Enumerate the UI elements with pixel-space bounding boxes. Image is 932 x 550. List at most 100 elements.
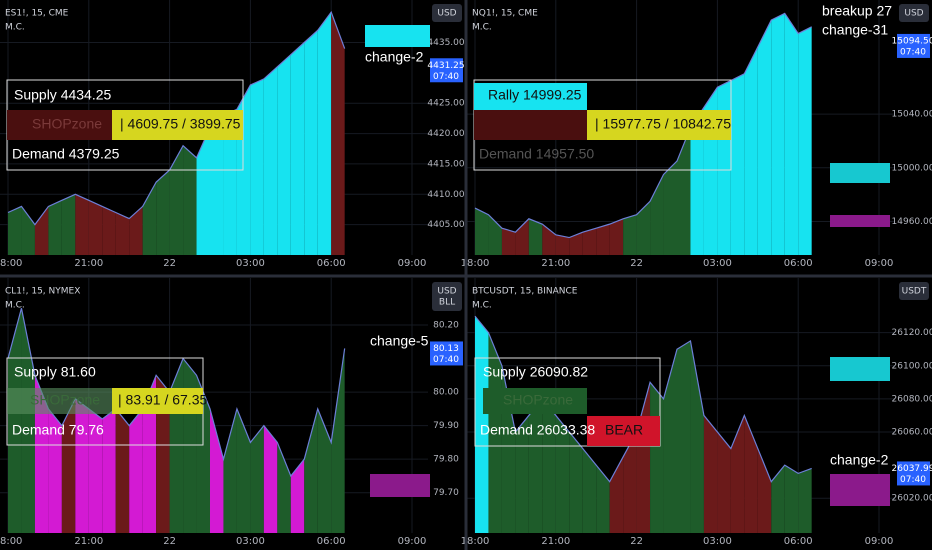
- area-segment: [48, 200, 62, 255]
- area-segment: [582, 448, 597, 533]
- annotation: change-31: [822, 22, 888, 38]
- zone: [112, 110, 243, 140]
- area-segment: [515, 218, 529, 255]
- area-segment: [623, 214, 637, 255]
- price-axis: [897, 278, 931, 550]
- area-segment: [250, 78, 264, 255]
- area-segment: [290, 42, 305, 255]
- x-tick-label: 03:00: [236, 536, 265, 547]
- area-segment: [475, 208, 489, 255]
- indicator: M.C.: [5, 301, 25, 311]
- y-tick-label: 79.90: [433, 421, 459, 431]
- currency: USD: [437, 287, 456, 297]
- zone: [7, 388, 112, 414]
- area-segment: [75, 194, 89, 255]
- zone: [483, 388, 587, 414]
- area-segment: [650, 174, 664, 255]
- area-segment: [75, 398, 89, 533]
- y-tick-label: 26100.00: [892, 361, 932, 371]
- area-segment: [331, 12, 345, 256]
- x-tick-label: 21:00: [74, 258, 103, 269]
- y-tick-label: 4410.00: [427, 190, 464, 200]
- zone: [830, 474, 890, 506]
- info-box: [474, 357, 661, 447]
- last-price: 80.13: [433, 344, 459, 354]
- price-line: [474, 12, 812, 239]
- area-segment: [48, 408, 62, 533]
- y-tick-label: 26020.00: [892, 494, 932, 504]
- area-segment: [304, 408, 318, 533]
- y-tick-label: 4420.00: [427, 129, 464, 139]
- last-price-tag: [430, 341, 463, 366]
- annotation: SHOPzone: [503, 392, 573, 408]
- area-segment: [690, 340, 704, 533]
- area-segment: [196, 127, 210, 255]
- y-tick-label: 80.00: [433, 388, 459, 398]
- area-segment: [34, 375, 49, 533]
- area-segment: [475, 316, 489, 533]
- area-segment: [304, 30, 318, 255]
- area-segment: [569, 232, 583, 255]
- area-segment: [555, 415, 570, 533]
- area-segment: [623, 431, 637, 533]
- y-tick-label: 26060.00: [892, 427, 932, 437]
- x-tick-label: 18:00: [461, 258, 490, 269]
- area-segment: [717, 431, 731, 533]
- annotation: change-2: [365, 49, 424, 65]
- x-tick-label: 03:00: [703, 536, 732, 547]
- area-segment: [88, 200, 103, 255]
- area-segment: [596, 224, 610, 255]
- currency-box: [899, 282, 929, 300]
- area-segment: [798, 468, 812, 533]
- y-tick-label: 80.20: [433, 320, 459, 330]
- area-segment: [488, 332, 502, 533]
- last-price: 15094.50: [892, 36, 932, 46]
- area-segment: [703, 415, 718, 533]
- symbol-title: BTCUSDT, 15, BINANCE: [472, 287, 578, 297]
- x-tick-label: 21:00: [74, 536, 103, 547]
- x-tick-label: 21:00: [541, 536, 570, 547]
- zone: [830, 215, 890, 227]
- zone: [587, 416, 660, 446]
- area-segment: [596, 465, 610, 533]
- area-segment: [690, 107, 704, 255]
- area-segment: [142, 375, 157, 533]
- zone: [474, 83, 587, 110]
- annotation: change-2: [830, 452, 889, 468]
- x-tick-label: 09:00: [398, 536, 427, 547]
- annotation: | 4609.75 / 3899.75: [120, 116, 241, 132]
- price-line: [7, 10, 346, 226]
- zone: [365, 25, 430, 47]
- area-segment: [8, 308, 22, 533]
- y-tick-label: 26080.00: [892, 394, 932, 404]
- area-segment: [236, 408, 251, 533]
- annotation: Demand 79.76: [12, 422, 104, 438]
- zone: [474, 110, 587, 140]
- currency: USD: [904, 9, 923, 19]
- area-segment: [730, 415, 745, 533]
- annotation: Supply 81.60: [14, 364, 96, 380]
- area-segment: [223, 408, 237, 533]
- annotation: Demand 26033.38: [480, 422, 595, 438]
- zone: [112, 388, 203, 414]
- area-segment: [102, 206, 116, 255]
- area-segment: [717, 80, 731, 256]
- panel: 18:00 21:00 22 03:00 06:00 09:00 4405.00 4410.0…: [0, 0, 465, 273]
- last-time: 07:40: [900, 475, 926, 485]
- price-line: [7, 308, 346, 478]
- currency-box: [899, 4, 929, 22]
- symbol-title: NQ1!, 15, CME: [472, 9, 538, 19]
- annotation: SHOPzone: [30, 392, 100, 408]
- last-price: 4431.25: [427, 61, 464, 71]
- area-segment: [61, 194, 76, 255]
- annotation: | 15977.75 / 10842.75: [595, 116, 731, 132]
- annotation: Demand 14957.50: [479, 146, 594, 162]
- area-segment: [501, 228, 516, 255]
- area-segment: [183, 145, 197, 255]
- area-segment: [569, 431, 583, 533]
- area-segment: [650, 382, 664, 533]
- y-tick-label: 14960.00: [892, 217, 932, 227]
- area-segment: [129, 408, 143, 533]
- y-tick-label: 4425.00: [427, 99, 464, 109]
- annotation: | 83.91 / 67.35: [118, 392, 207, 408]
